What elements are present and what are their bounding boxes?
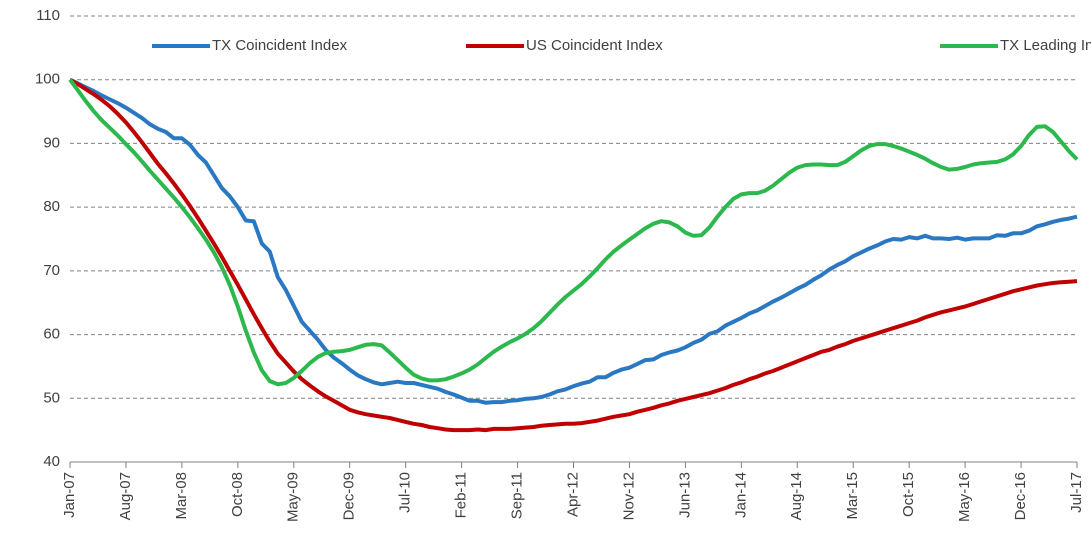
x-tick-label: Aug-07 [117, 472, 134, 520]
y-tick-label: 100 [35, 71, 60, 88]
x-tick-label: Mar-15 [844, 472, 861, 520]
x-tick-label: Jul-17 [1068, 472, 1085, 513]
x-tick-label: Apr-12 [564, 472, 581, 517]
x-tick-label: May-09 [285, 472, 302, 522]
x-tick-label: Jan-14 [732, 472, 749, 518]
x-tick-label: Jul-10 [397, 472, 414, 513]
y-tick-label: 70 [43, 262, 60, 279]
series-line [69, 77, 1078, 405]
x-tick-label: Nov-12 [620, 472, 637, 520]
x-tick-label: Aug-14 [788, 472, 805, 520]
x-tick-label: Dec-09 [341, 472, 358, 520]
y-tick-label: 90 [43, 134, 60, 151]
x-tick-label: Oct-08 [229, 472, 246, 517]
y-tick-label: 110 [36, 7, 60, 24]
y-tick-label: 50 [43, 389, 60, 406]
legend-label: TX Leading Index [1000, 37, 1091, 54]
x-tick-label: Sep-11 [509, 472, 526, 519]
legend-label: US Coincident Index [526, 37, 663, 54]
x-tick-label: Mar-08 [173, 472, 190, 520]
x-tick-label: Jan-07 [61, 472, 78, 518]
x-tick-label: Oct-15 [900, 472, 917, 517]
y-tick-label: 40 [43, 453, 60, 470]
series-line [68, 78, 1079, 387]
x-tick-label: Jun-13 [676, 472, 693, 518]
x-tick-label: Feb-11 [453, 472, 470, 518]
y-tick-label: 60 [43, 326, 60, 343]
x-tick-label: May-16 [956, 472, 973, 522]
series-line [69, 77, 1078, 433]
y-tick-label: 80 [43, 198, 60, 215]
legend-label: TX Coincident Index [212, 37, 348, 54]
x-tick-label: Dec-16 [1012, 472, 1029, 520]
